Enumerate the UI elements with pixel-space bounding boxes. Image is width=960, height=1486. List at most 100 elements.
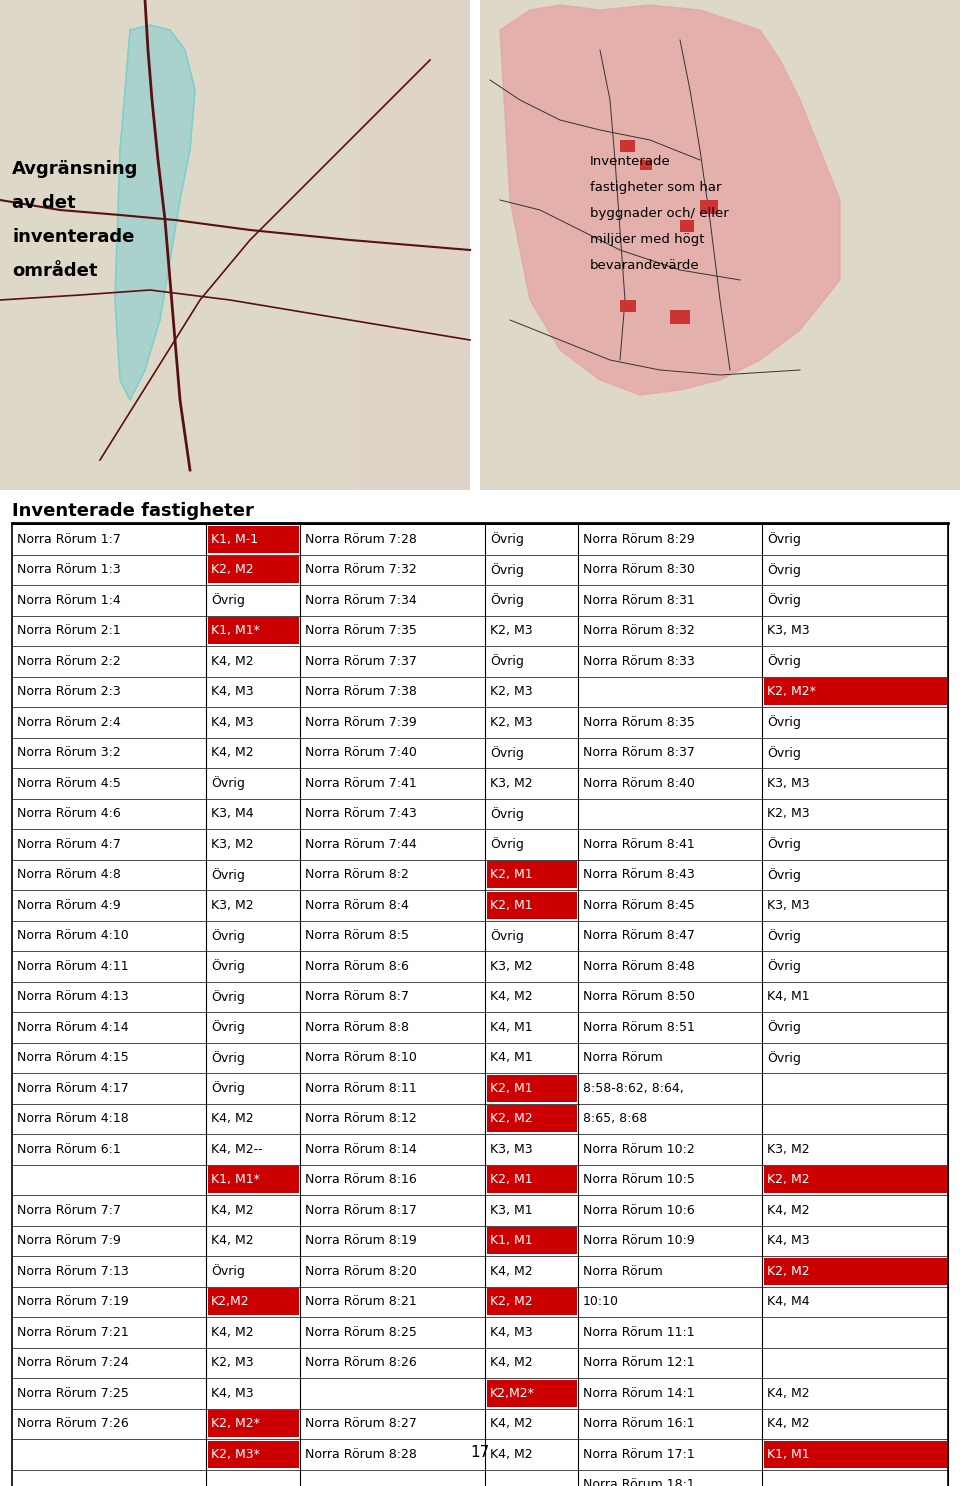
Text: Norra Rörum 2:4: Norra Rörum 2:4 (17, 716, 121, 728)
Text: K4, M2: K4, M2 (767, 1386, 809, 1400)
Text: Norra Rörum 4:10: Norra Rörum 4:10 (17, 929, 129, 942)
Bar (763, 678, 947, 706)
Text: Norra Rörum: Norra Rörum (583, 1265, 662, 1278)
Text: Norra Rörum 14:1: Norra Rörum 14:1 (583, 1386, 695, 1400)
Text: Norra Rörum 10:5: Norra Rörum 10:5 (583, 1174, 695, 1186)
Text: Norra Rörum 7:19: Norra Rörum 7:19 (17, 1296, 129, 1308)
Text: K4, M2: K4, M2 (767, 1418, 809, 1430)
Text: Norra Rörum 8:50: Norra Rörum 8:50 (583, 990, 695, 1003)
Text: Norra Rörum 7:9: Norra Rörum 7:9 (17, 1235, 121, 1247)
Text: Norra Rörum 8:30: Norra Rörum 8:30 (583, 563, 695, 577)
Text: 10:10: 10:10 (583, 1296, 619, 1308)
Bar (763, 1167, 947, 1193)
Text: Övrig: Övrig (767, 532, 801, 547)
Bar (207, 1410, 299, 1437)
Text: K3, M2: K3, M2 (767, 1143, 809, 1156)
Text: Övrig: Övrig (490, 532, 524, 547)
Text: Norra Rörum 7:35: Norra Rörum 7:35 (305, 624, 417, 637)
Text: Norra Rörum 17:1: Norra Rörum 17:1 (583, 1447, 695, 1461)
Bar (0, 0, 470, 490)
Text: K2, M2: K2, M2 (490, 1296, 533, 1308)
Text: Övrig: Övrig (767, 593, 801, 608)
Text: Norra Rörum 8:47: Norra Rörum 8:47 (583, 929, 695, 942)
Text: inventerade: inventerade (12, 227, 134, 247)
Bar (487, 1074, 577, 1101)
Text: Norra Rörum 8:35: Norra Rörum 8:35 (583, 716, 695, 728)
Bar (700, 201, 718, 214)
Text: Norra Rörum 8:8: Norra Rörum 8:8 (305, 1021, 409, 1034)
Text: K3, M2: K3, M2 (211, 899, 253, 912)
Text: Norra Rörum 12:1: Norra Rörum 12:1 (583, 1357, 695, 1369)
Text: K3, M2: K3, M2 (211, 838, 253, 851)
Text: K4, M3: K4, M3 (211, 685, 253, 698)
Text: Övrig: Övrig (490, 654, 524, 669)
Bar (487, 1167, 577, 1193)
Text: Norra Rörum 1:7: Norra Rörum 1:7 (17, 533, 121, 545)
Text: Övrig: Övrig (490, 563, 524, 577)
Text: Norra Rörum 7:40: Norra Rörum 7:40 (305, 746, 417, 759)
Text: Övrig: Övrig (211, 990, 245, 1003)
Bar (487, 1380, 577, 1407)
Text: K4, M2: K4, M2 (211, 655, 253, 667)
Bar (763, 1441, 947, 1468)
Bar (680, 220, 694, 232)
Text: Övrig: Övrig (490, 837, 524, 851)
Polygon shape (115, 25, 195, 400)
Text: Norra Rörum 8:6: Norra Rörum 8:6 (305, 960, 409, 973)
Text: Norra Rörum 7:25: Norra Rörum 7:25 (17, 1386, 129, 1400)
Text: Norra Rörum 7:7: Norra Rörum 7:7 (17, 1204, 121, 1217)
Text: K3, M1: K3, M1 (490, 1204, 533, 1217)
Text: K4, M3: K4, M3 (211, 716, 253, 728)
Text: K4, M2: K4, M2 (211, 1326, 253, 1339)
Text: Norra Rörum 8:17: Norra Rörum 8:17 (305, 1204, 417, 1217)
Text: K4, M2: K4, M2 (211, 1235, 253, 1247)
Text: Norra Rörum 8:37: Norra Rörum 8:37 (583, 746, 695, 759)
Text: Övrig: Övrig (211, 868, 245, 881)
Bar (207, 1167, 299, 1193)
Polygon shape (500, 4, 840, 395)
Text: K4, M2: K4, M2 (490, 990, 533, 1003)
Text: K2, M1: K2, M1 (490, 1082, 533, 1095)
Bar (480, 0, 960, 490)
Text: Norra Rörum 8:4: Norra Rörum 8:4 (305, 899, 409, 912)
Text: Norra Rörum 8:20: Norra Rörum 8:20 (305, 1265, 417, 1278)
Text: Norra Rörum 4:5: Norra Rörum 4:5 (17, 777, 121, 789)
Text: Övrig: Övrig (211, 929, 245, 942)
Text: K2, M2: K2, M2 (767, 1174, 809, 1186)
Text: Övrig: Övrig (767, 1051, 801, 1065)
Text: K4, M2: K4, M2 (490, 1418, 533, 1430)
Text: Övrig: Övrig (767, 837, 801, 851)
Bar (670, 311, 690, 324)
Text: Övrig: Övrig (767, 868, 801, 881)
Text: Norra Rörum 18:1: Norra Rörum 18:1 (583, 1479, 695, 1486)
Text: miljöer med högt: miljöer med högt (590, 233, 705, 247)
Bar (360, 0, 470, 490)
Text: K2, M2: K2, M2 (211, 563, 253, 577)
Text: K1, M1*: K1, M1* (211, 624, 260, 637)
Text: 8:65, 8:68: 8:65, 8:68 (583, 1112, 647, 1125)
Text: K2, M2*: K2, M2* (767, 685, 816, 698)
Text: Norra Rörum 4:11: Norra Rörum 4:11 (17, 960, 129, 973)
Text: Norra Rörum 4:8: Norra Rörum 4:8 (17, 868, 121, 881)
Text: K3, M2: K3, M2 (490, 777, 533, 789)
Bar (487, 862, 577, 889)
Text: Norra Rörum 2:2: Norra Rörum 2:2 (17, 655, 121, 667)
Text: K4, M2: K4, M2 (767, 1204, 809, 1217)
Text: Norra Rörum 6:1: Norra Rörum 6:1 (17, 1143, 121, 1156)
Text: Norra Rörum 1:3: Norra Rörum 1:3 (17, 563, 121, 577)
Bar (207, 556, 299, 583)
Text: Norra Rörum 7:13: Norra Rörum 7:13 (17, 1265, 129, 1278)
Text: K2, M2: K2, M2 (490, 1112, 533, 1125)
Text: K2,M2*: K2,M2* (490, 1386, 535, 1400)
Bar (620, 300, 636, 312)
Text: Norra Rörum: Norra Rörum (583, 1051, 662, 1064)
Text: Norra Rörum 7:37: Norra Rörum 7:37 (305, 655, 417, 667)
Text: området: området (12, 262, 98, 279)
Text: Norra Rörum 8:25: Norra Rörum 8:25 (305, 1326, 417, 1339)
Text: Övrig: Övrig (490, 807, 524, 820)
Text: Norra Rörum 7:43: Norra Rörum 7:43 (305, 807, 417, 820)
Text: fastigheter som har: fastigheter som har (590, 181, 722, 195)
Text: K2, M1: K2, M1 (490, 868, 533, 881)
Text: Norra Rörum 10:6: Norra Rörum 10:6 (583, 1204, 695, 1217)
Text: Norra Rörum 8:33: Norra Rörum 8:33 (583, 655, 695, 667)
